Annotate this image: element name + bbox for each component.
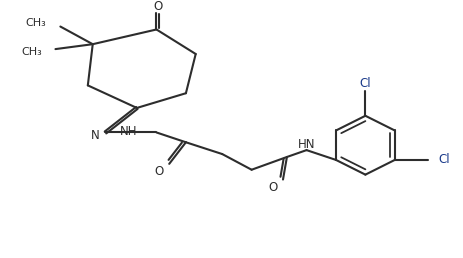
Text: O: O [154,1,163,13]
Text: NH: NH [120,125,138,138]
Text: CH₃: CH₃ [25,18,45,28]
Text: O: O [268,181,277,194]
Text: Cl: Cl [437,154,449,166]
Text: Cl: Cl [359,77,370,90]
Text: CH₃: CH₃ [21,47,42,57]
Text: N: N [91,129,100,142]
Text: O: O [154,165,163,178]
Text: HN: HN [297,138,315,151]
